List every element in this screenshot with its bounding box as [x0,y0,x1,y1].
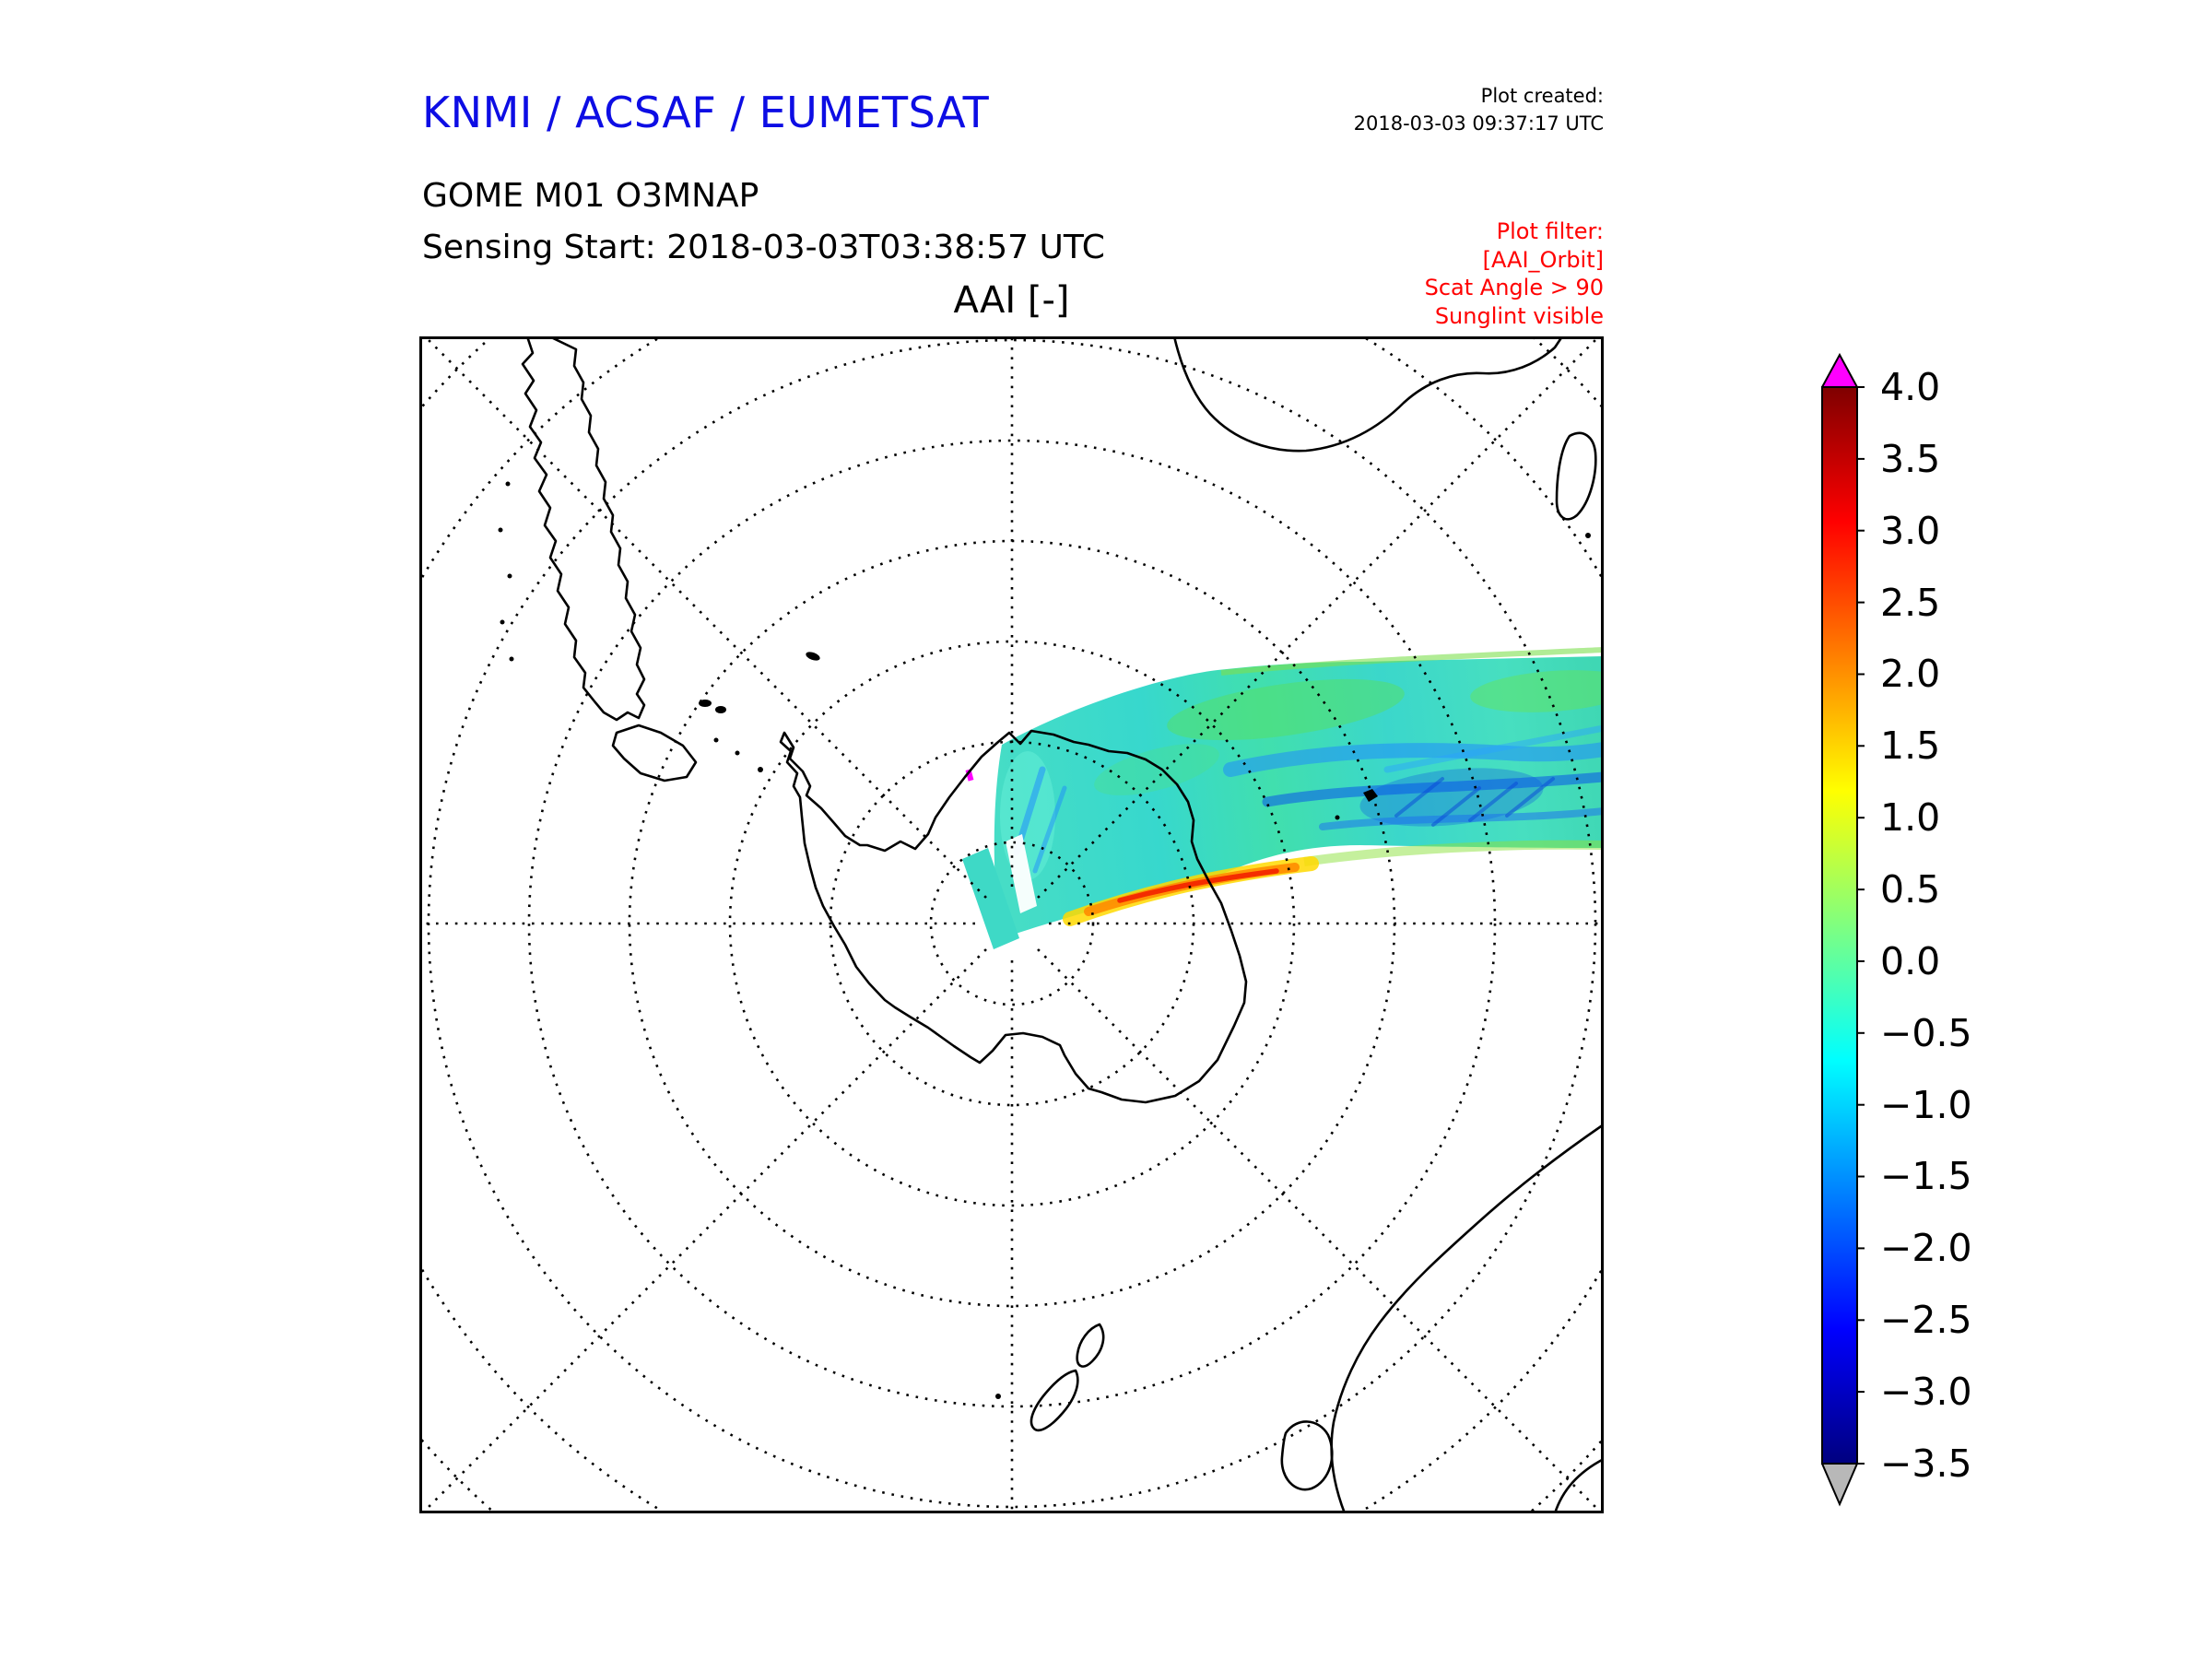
colorbar [1821,353,1865,1507]
plot-created-label: Plot created: [1480,85,1604,107]
polar-map [419,336,1604,1513]
plot-filter-title: Plot filter: [1496,218,1604,244]
coastline-africa [1172,336,1564,453]
colorbar-over-arrow [1821,353,1859,388]
coastlines [498,336,1604,1513]
coastline-tierra-del-fuego [611,724,698,782]
chilean-fjord-islets [498,481,514,662]
graticule [419,336,1604,1513]
product-name: GOME M01 O3MNAP [422,177,759,215]
colorbar-ticks [1857,386,1865,1465]
coastline-south-america [521,336,646,722]
colorbar-gradient [1821,386,1858,1465]
aai-swath [962,647,1604,949]
plot-filter-sunglint: Sunglint visible [1434,303,1604,330]
meridian-lines [419,336,1604,1513]
coastline-new-zealand-north [1076,1323,1105,1368]
falkland-islands [699,700,726,713]
coastline-australia-corner [1553,1457,1604,1513]
south-atlantic-islets [713,652,820,772]
coastline-antarctica [779,729,1248,1104]
map-title: AAI [-] [953,279,1070,322]
coastline-madagascar [1555,431,1597,521]
coastline-new-zealand-south [1030,1369,1079,1432]
indian-ocean-islet [1585,533,1591,538]
organization-title: KNMI / ACSAF / EUMETSAT [422,88,990,137]
plot-created-value: 2018-03-03 09:37:17 UTC [1353,112,1604,135]
plot-filter-orbit: [AAI_Orbit] [1482,246,1604,273]
plot-created-block: Plot created: 2018-03-03 09:37:17 UTC [1143,82,1604,138]
swath-islets [1335,789,1378,820]
plot-filter-block: Plot filter: [AAI_Orbit] Scat Angle > 90… [1143,218,1604,331]
sensing-start: Sensing Start: 2018-03-03T03:38:57 UTC [422,229,1105,266]
map-border [419,336,1604,1513]
swath-data-gap [1006,834,1037,913]
colorbar-under-arrow [1821,1463,1859,1507]
colorbar-tick-labels: 4.0 3.5 3.0 2.5 2.0 1.5 1.0 0.5 0.0 −0.5… [1880,365,1972,1486]
macquarie-islet [995,1394,1001,1399]
plot-filter-scat-angle: Scat Angle > 90 [1424,275,1604,301]
aai-low-streaks [1013,724,1604,874]
aai-high-streak [1063,856,1319,926]
coastline-tasmania [1280,1420,1334,1491]
swath-strip [962,848,1019,949]
